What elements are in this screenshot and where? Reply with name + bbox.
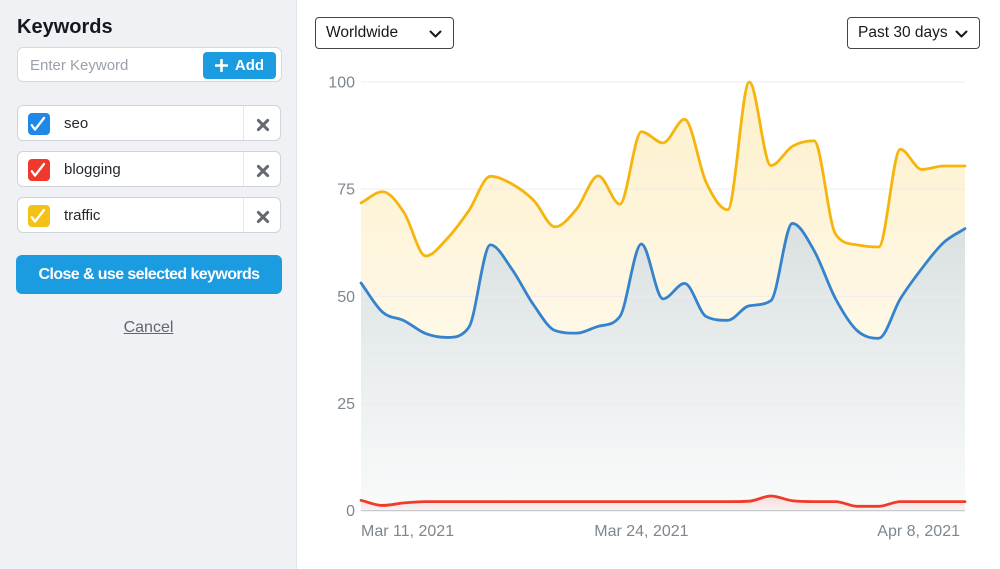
- svg-text:Mar 11, 2021: Mar 11, 2021: [361, 523, 454, 540]
- svg-text:Apr 8, 2021: Apr 8, 2021: [877, 523, 960, 540]
- svg-text:0: 0: [346, 503, 355, 520]
- svg-text:75: 75: [337, 182, 355, 199]
- svg-text:25: 25: [337, 396, 355, 413]
- svg-text:100: 100: [328, 75, 355, 92]
- svg-text:50: 50: [337, 289, 355, 306]
- svg-text:Mar 24, 2021: Mar 24, 2021: [594, 523, 688, 540]
